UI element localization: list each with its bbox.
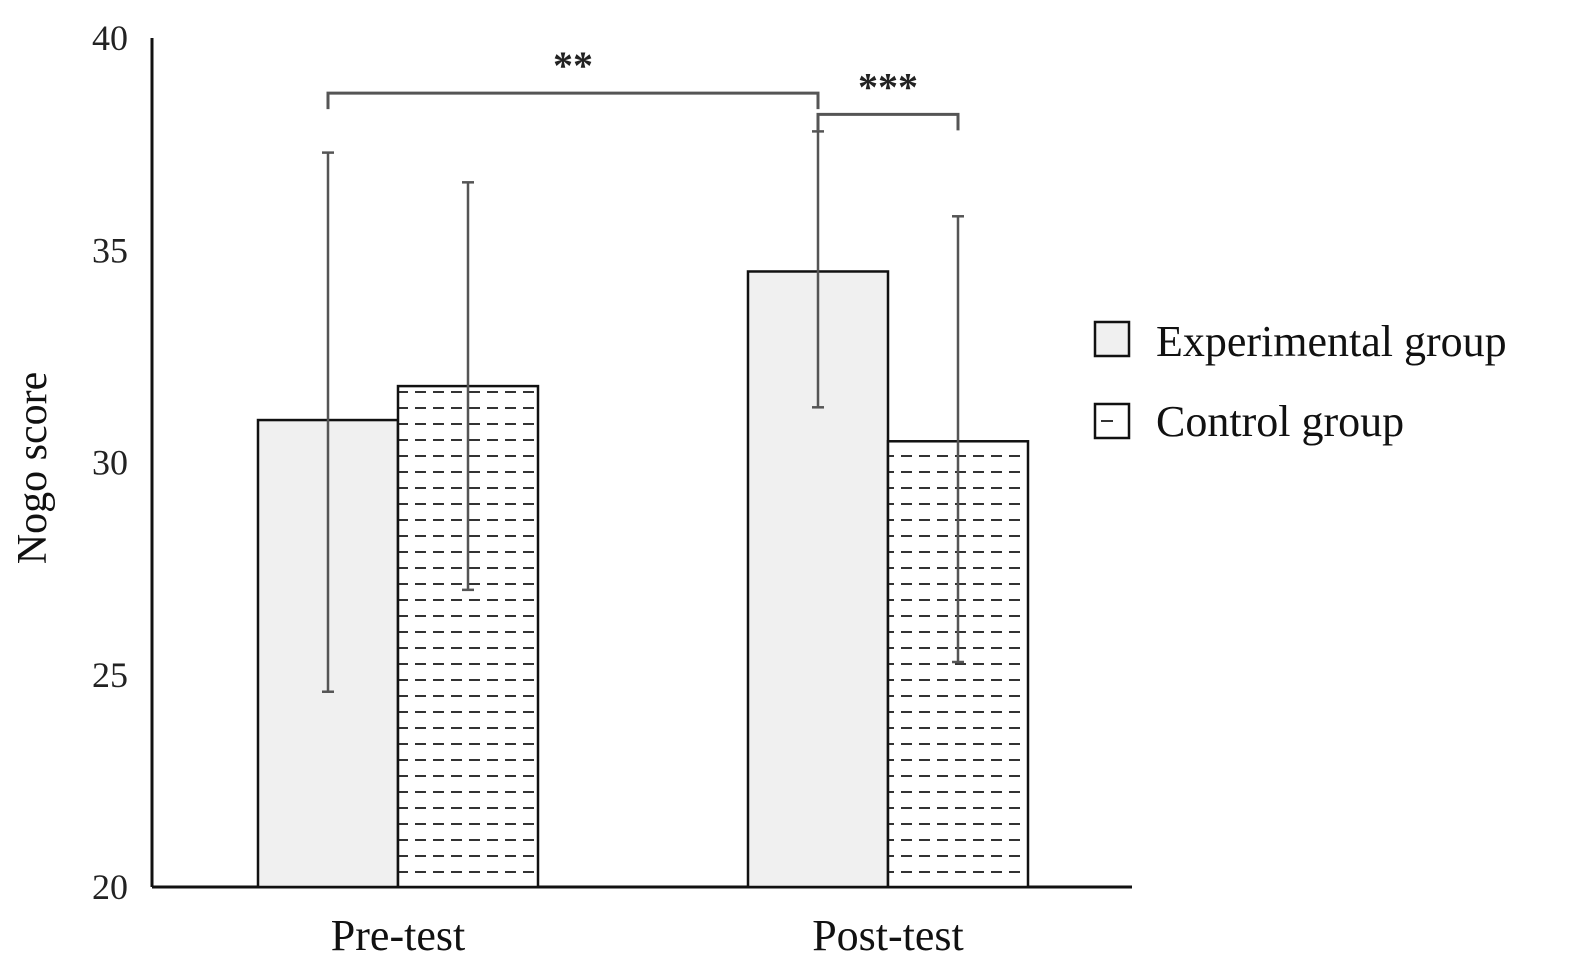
y-tick-label: 35: [92, 230, 128, 270]
category-label-1: Post-test: [812, 911, 964, 960]
y-axis-label: Nogo score: [10, 372, 56, 564]
category-labels: Pre-test Post-test: [331, 911, 964, 960]
legend-label-experimental: Experimental group: [1156, 317, 1507, 366]
y-tick-label: 40: [92, 18, 128, 58]
legend-label-control: Control group: [1156, 397, 1404, 446]
significance-brackets: ** ***: [326, 43, 960, 131]
y-tick-label: 20: [92, 867, 128, 907]
significance-pre-post-label: **: [553, 43, 593, 88]
y-tick-label: 25: [92, 655, 128, 695]
error-bars: [322, 130, 964, 693]
bars: [256, 270, 1030, 889]
significance-post-groups-bracket: [816, 112, 960, 131]
significance-pre-post-bracket: [326, 91, 820, 110]
legend: Experimental group Control group: [1093, 317, 1507, 446]
significance-post-groups-label: ***: [858, 64, 918, 109]
legend-swatch-experimental: [1093, 320, 1131, 358]
y-tick-labels: 20 25 30 35 40: [92, 18, 128, 907]
category-label-0: Pre-test: [331, 911, 465, 960]
y-tick-label: 30: [92, 443, 128, 483]
